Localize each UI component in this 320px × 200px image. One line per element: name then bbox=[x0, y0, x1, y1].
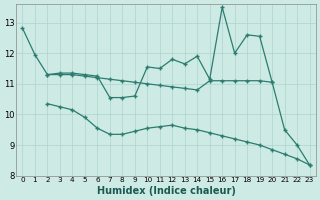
X-axis label: Humidex (Indice chaleur): Humidex (Indice chaleur) bbox=[97, 186, 236, 196]
